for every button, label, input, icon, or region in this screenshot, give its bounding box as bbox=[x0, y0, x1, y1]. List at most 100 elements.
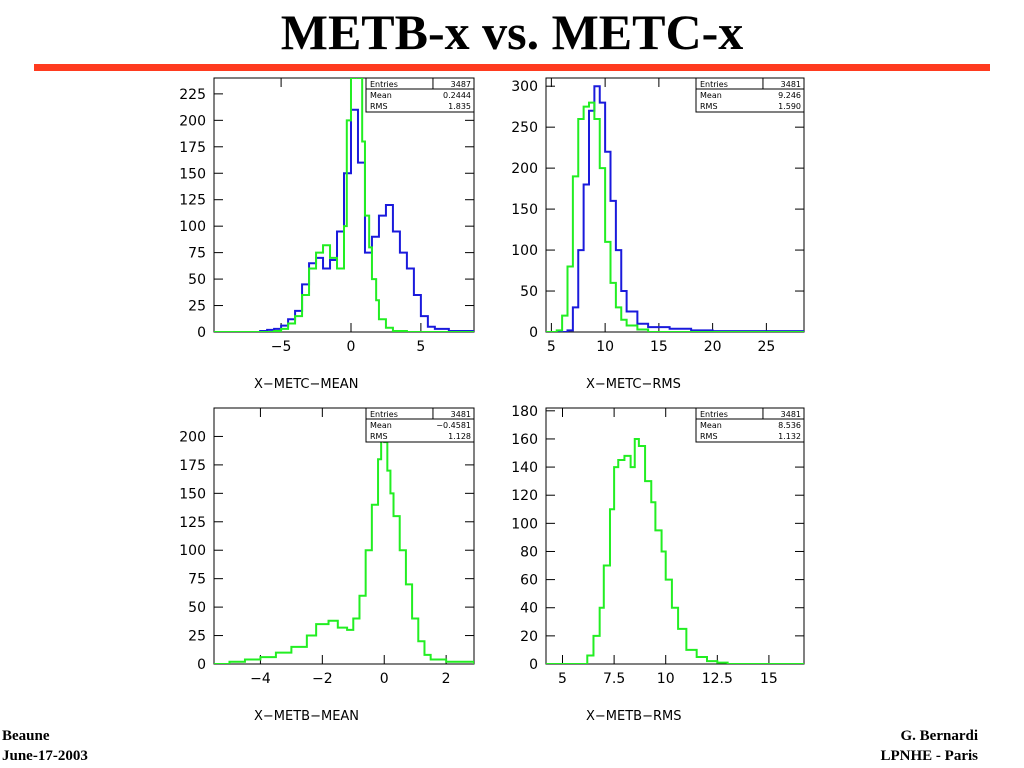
footer-date: June-17-2003 bbox=[2, 748, 88, 764]
stats-label: Entries bbox=[370, 410, 398, 419]
y-tick-label: 100 bbox=[179, 219, 206, 235]
y-tick-label: 20 bbox=[520, 629, 538, 645]
stats-label: RMS bbox=[700, 432, 718, 441]
x-tick-label: 7.5 bbox=[603, 671, 625, 687]
stats-box-frame bbox=[365, 77, 475, 113]
stats-value: 8.536 bbox=[778, 421, 801, 430]
stats-value: 1.128 bbox=[448, 432, 471, 441]
y-tick-label: 200 bbox=[179, 429, 206, 445]
y-tick-label: 100 bbox=[179, 543, 206, 559]
chart-panel-2: 0 50 100 150 200 250 300 5 10 15 20 25 X−METC−RMS Ent… bbox=[500, 74, 810, 396]
stats-box-frame bbox=[695, 77, 805, 113]
footer-left: Beaune June-17-2003 bbox=[2, 726, 88, 766]
x-tick-label: 12.5 bbox=[702, 671, 733, 687]
footer-author: G. Bernardi bbox=[900, 728, 979, 744]
stats-value: 0.2444 bbox=[443, 91, 471, 100]
histogram-series-2 bbox=[546, 101, 804, 332]
stats-box: Entries 3481 Mean 8.536 RMS 1.132 bbox=[695, 407, 805, 443]
stats-box: Entries 3481 Mean 9.246 RMS 1.590 bbox=[695, 77, 805, 113]
y-tick-label: 75 bbox=[188, 572, 206, 588]
stats-label: Entries bbox=[700, 80, 728, 89]
stats-value: 3481 bbox=[781, 80, 801, 89]
y-tick-label: 175 bbox=[179, 458, 206, 474]
y-tick-label: 50 bbox=[520, 284, 538, 300]
y-tick-label: 150 bbox=[179, 486, 206, 502]
plot-frame bbox=[545, 77, 805, 333]
y-tick-label: 160 bbox=[511, 432, 538, 448]
histogram-svg: 0 20 40 60 80 100 120 140 160 180 5 7.5 10 12.5 15 X−ME… bbox=[511, 404, 805, 724]
x-tick-label: 5 bbox=[558, 671, 567, 687]
x-tick-label: 25 bbox=[757, 339, 775, 355]
histogram-svg: 0 50 100 150 200 250 300 5 10 15 20 25 X−METC−RMS Ent… bbox=[511, 77, 805, 392]
stats-label: RMS bbox=[370, 102, 388, 111]
y-tick-label: 200 bbox=[511, 161, 538, 177]
x-axis-label: X−METC−RMS bbox=[586, 377, 681, 392]
stats-value: 9.246 bbox=[778, 91, 801, 100]
histogram-series-1 bbox=[546, 437, 804, 664]
x-tick-label: −5 bbox=[271, 339, 292, 355]
y-tick-label: 50 bbox=[188, 600, 206, 616]
x-tick-label: 2 bbox=[442, 671, 451, 687]
stats-value: 3487 bbox=[451, 80, 471, 89]
histogram-series-1 bbox=[546, 85, 804, 332]
x-axis-label: X−METB−RMS bbox=[586, 709, 681, 724]
y-tick-label: 0 bbox=[197, 657, 206, 673]
stats-value: 3481 bbox=[781, 410, 801, 419]
stats-label: RMS bbox=[700, 102, 718, 111]
y-tick-label: 125 bbox=[179, 193, 206, 209]
chart-panel-1: 0 25 50 75 100 125 150 175 200 225 −5 0 5 X−METC−MEAN… bbox=[150, 74, 480, 396]
x-axis-label: X−METB−MEAN bbox=[254, 709, 359, 724]
stats-value: −0.4581 bbox=[436, 421, 471, 430]
stats-value: 1.590 bbox=[778, 102, 801, 111]
x-tick-label: 10 bbox=[596, 339, 614, 355]
y-tick-label: 0 bbox=[197, 325, 206, 341]
chart-panel-4: 0 20 40 60 80 100 120 140 160 180 5 7.5 10 12.5 15 X−ME… bbox=[500, 404, 810, 728]
slide-title: METB-x vs. METC-x bbox=[280, 4, 744, 60]
stats-box: Entries 3487 Mean 0.2444 RMS 1.835 bbox=[365, 77, 475, 113]
y-tick-label: 50 bbox=[188, 272, 206, 288]
x-tick-label: 15 bbox=[760, 671, 778, 687]
stats-box-frame bbox=[695, 407, 805, 443]
stats-label: Entries bbox=[700, 410, 728, 419]
footer-affiliation: LPNHE - Paris bbox=[880, 748, 979, 764]
y-tick-label: 125 bbox=[179, 515, 206, 531]
stats-label: Mean bbox=[700, 421, 722, 430]
y-tick-label: 75 bbox=[188, 246, 206, 262]
stats-value: 1.132 bbox=[778, 432, 801, 441]
x-axis-label: X−METC−MEAN bbox=[254, 377, 358, 392]
y-tick-label: 180 bbox=[511, 404, 538, 420]
x-tick-label: 5 bbox=[547, 339, 556, 355]
y-tick-label: 300 bbox=[511, 79, 538, 95]
y-tick-label: 120 bbox=[511, 488, 538, 504]
x-tick-label: 5 bbox=[416, 339, 425, 355]
x-tick-label: 15 bbox=[650, 339, 668, 355]
plot-frame bbox=[213, 407, 475, 665]
stats-label: Mean bbox=[700, 91, 722, 100]
plot-frame bbox=[545, 407, 805, 665]
title-rule bbox=[34, 64, 990, 71]
histogram-series-2 bbox=[214, 78, 474, 332]
x-tick-label: 10 bbox=[657, 671, 675, 687]
footer-right: G. Bernardi LPNHE - Paris bbox=[881, 726, 979, 766]
y-tick-label: 140 bbox=[511, 460, 538, 476]
histogram-svg: 0 25 50 75 100 125 150 175 200 225 −5 0 5 X−METC−MEAN… bbox=[179, 77, 475, 392]
histogram-svg: 0 25 50 75 100 125 150 175 200 −4 −2 0 2 X−METB−MEAN E… bbox=[179, 407, 475, 724]
x-tick-label: −2 bbox=[312, 671, 333, 687]
y-tick-label: 40 bbox=[520, 601, 538, 617]
y-tick-label: 0 bbox=[529, 325, 538, 341]
x-tick-label: −4 bbox=[250, 671, 271, 687]
y-tick-label: 150 bbox=[511, 202, 538, 218]
x-tick-label: 0 bbox=[380, 671, 389, 687]
stats-label: RMS bbox=[370, 432, 388, 441]
stats-label: Mean bbox=[370, 421, 392, 430]
y-tick-label: 100 bbox=[511, 516, 538, 532]
stats-value: 1.835 bbox=[448, 102, 471, 111]
y-tick-label: 60 bbox=[520, 573, 538, 589]
y-tick-label: 100 bbox=[511, 243, 538, 259]
y-tick-label: 150 bbox=[179, 166, 206, 182]
y-tick-label: 25 bbox=[188, 629, 206, 645]
y-tick-label: 250 bbox=[511, 120, 538, 136]
x-tick-label: 0 bbox=[347, 339, 356, 355]
x-tick-label: 20 bbox=[704, 339, 722, 355]
y-tick-label: 80 bbox=[520, 544, 538, 560]
